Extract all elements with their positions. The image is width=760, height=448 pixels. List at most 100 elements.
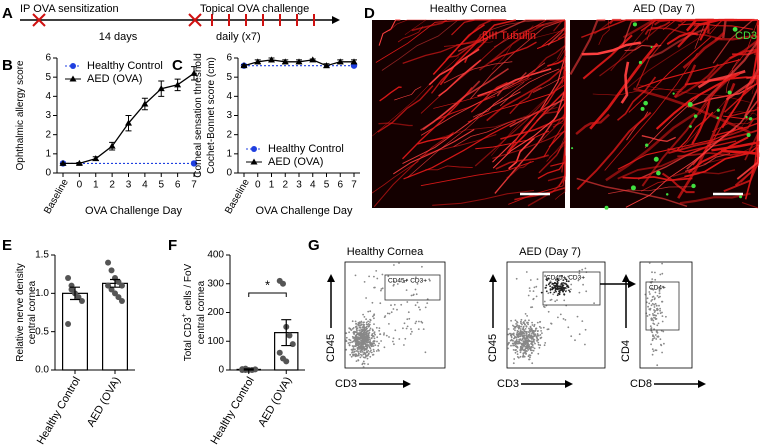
error-bar [110,278,120,288]
event [539,320,542,323]
x-tick-label: Healthy Control [209,375,257,447]
event [549,291,552,294]
event [524,347,527,350]
data-point [283,358,290,365]
event [518,338,521,341]
y-axis-label-part: Cochet-Bonnet score (cm) [206,57,217,174]
nerve-fiber [662,19,717,31]
event [538,346,541,349]
event [369,321,371,323]
event [366,334,369,336]
y-axis-label-part: central cornea [196,280,207,344]
event [363,338,366,340]
event [559,285,561,288]
y-axis-label-part: Total CD3 [183,317,194,361]
nerve-fiber [576,177,688,207]
nerve-fiber [397,26,424,43]
y-axis-label-part: Ophthalmic allergy score [15,60,26,170]
event [524,341,527,344]
event [372,345,375,347]
event [359,356,362,359]
y-axis-label-part: cells / FoV [183,263,194,313]
event [567,275,570,278]
event [372,353,375,356]
event [654,310,657,312]
event [549,285,551,288]
event [355,342,357,345]
event [526,315,528,317]
event [560,287,563,289]
event [392,340,394,343]
cd3-cell [748,117,753,121]
event [556,280,559,283]
event [536,321,539,324]
event [345,336,348,339]
nerve-fiber [432,189,535,206]
bar [101,282,128,371]
marker [281,58,289,65]
event [370,345,373,348]
nerve-fiber [560,20,566,84]
event [398,338,401,340]
event [362,366,365,368]
event [527,349,530,351]
event [536,278,539,281]
cd3-cell [745,115,748,119]
event [418,320,420,323]
event [544,342,547,344]
event [426,302,429,304]
cd3-cell [632,22,638,27]
data-point [115,278,122,285]
event [353,331,356,334]
error-bar [70,286,80,301]
legend-marker [69,75,77,82]
event [650,319,653,321]
y-axis-label: Cochet-Bonnet score (cm) [206,57,217,174]
event [648,262,651,264]
gate [384,274,441,301]
event [374,286,376,289]
event [658,288,661,291]
event [654,297,656,299]
nerve-fiber [661,172,695,194]
y-tick-label: 0.0 [35,365,49,376]
data-point [68,286,75,293]
cd3-cell [672,92,675,95]
event [516,353,519,356]
event [576,315,579,318]
event [514,319,517,322]
event [379,302,382,305]
event [529,349,532,352]
nerve-fiber [514,187,566,201]
y-tick-label: 5 [226,72,232,83]
event [567,326,570,329]
event [348,344,351,347]
event [554,286,556,289]
event [565,278,568,281]
event [653,337,656,339]
event [365,325,368,328]
nerve-fiber [394,86,422,101]
event [353,345,356,347]
event [517,327,520,330]
nerve-fiber [624,44,662,52]
nerve-fiber [506,160,532,179]
cd3-cell [727,90,732,95]
bar [61,292,88,371]
event [353,333,355,335]
event [547,283,550,286]
event [360,323,363,326]
event [362,313,364,316]
event [650,304,653,307]
event [546,328,549,331]
event [650,317,653,320]
event [659,312,662,315]
event [360,351,362,353]
event [357,324,360,327]
event [345,332,348,335]
data-point [118,298,125,304]
event [373,275,375,278]
event [361,329,364,332]
nerve-fiber [598,19,610,46]
event [532,346,534,349]
